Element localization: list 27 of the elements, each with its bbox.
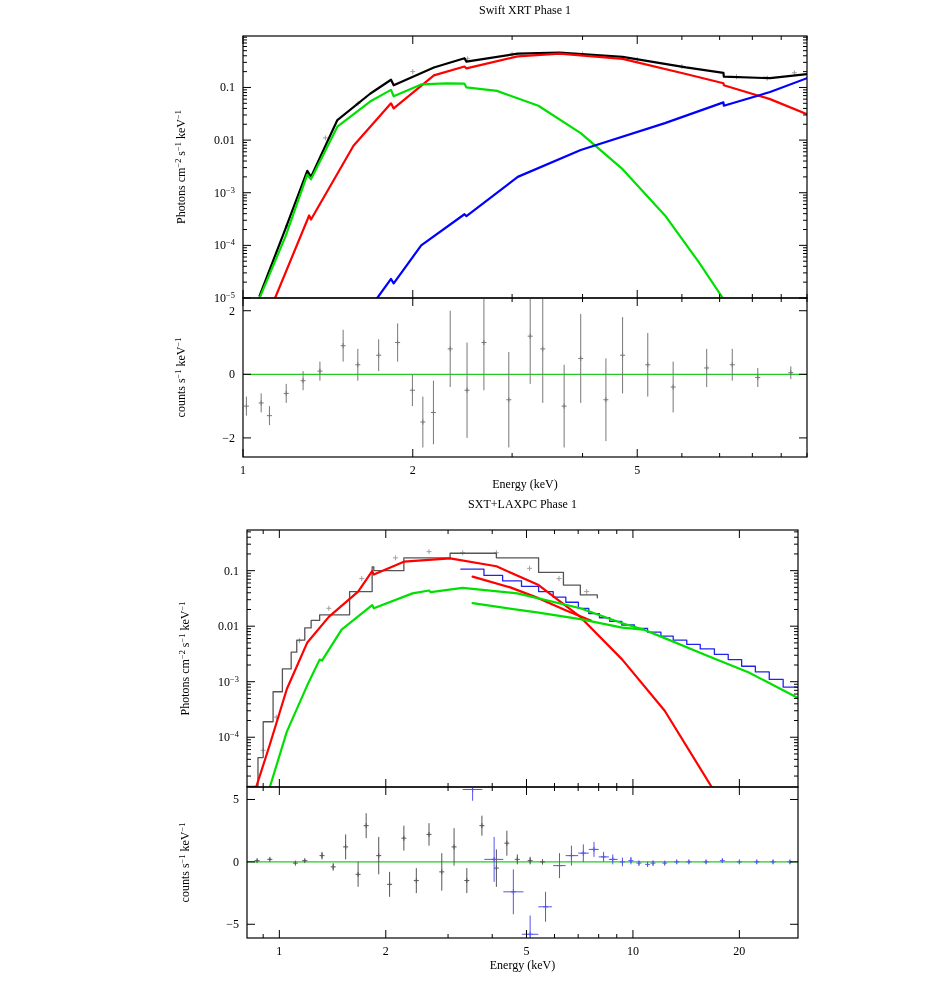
x-tick-label: 5 <box>634 463 641 477</box>
x-tick-label: 1 <box>240 463 246 477</box>
y-tick-label: 0 <box>233 854 239 869</box>
y-tick-label: −2 <box>222 430 235 445</box>
y-tick-label: −5 <box>226 917 239 932</box>
x-tick-label: 2 <box>409 463 416 477</box>
x-tick-label: 5 <box>523 944 530 958</box>
y-tick-label: 0 <box>229 367 235 382</box>
y-tick-label: 10$^{−4}$ <box>214 237 236 253</box>
y-tick-label: 10$^{−3}$ <box>218 674 239 689</box>
chart-title: SXT+LAXPC Phase 1 <box>468 497 577 511</box>
y-tick-label: 2 <box>229 303 235 318</box>
y-tick-label: 10$^{−5}$ <box>214 290 235 305</box>
y-tick-label: 0.1 <box>224 563 239 578</box>
x-axis-title: Energy (keV) <box>489 958 556 972</box>
y-tick-label: 0.1 <box>220 80 235 95</box>
y-tick-label: 10$^{−4}$ <box>218 729 240 745</box>
y-tick-label: 5 <box>233 792 239 807</box>
x-tick-label: 10 <box>626 944 639 958</box>
x-tick-label: 1 <box>276 944 283 958</box>
x-tick-label: 20 <box>733 944 746 958</box>
x-axis-title: Energy (keV) <box>492 477 558 491</box>
y-tick-label: 0.01 <box>218 619 239 634</box>
y-tick-label: 0.01 <box>214 133 235 148</box>
y-tick-label: 10$^{−3}$ <box>214 185 235 200</box>
x-tick-label: 2 <box>382 944 389 958</box>
chart-title: Swift XRT Phase 1 <box>478 3 572 17</box>
